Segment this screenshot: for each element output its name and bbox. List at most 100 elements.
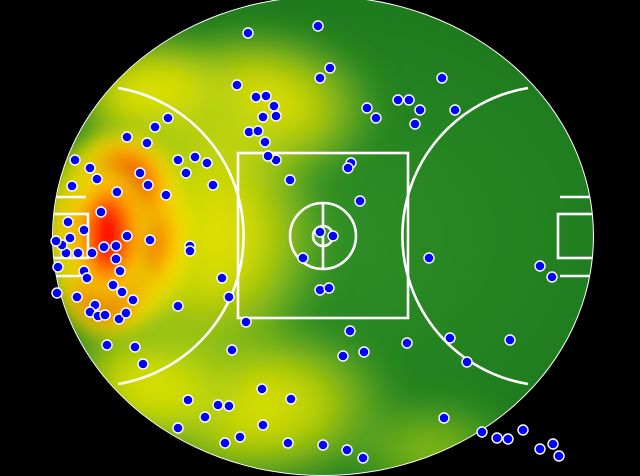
event-marker[interactable] bbox=[52, 261, 64, 273]
event-marker[interactable] bbox=[162, 112, 174, 124]
event-marker[interactable] bbox=[259, 136, 271, 148]
event-marker[interactable] bbox=[256, 383, 268, 395]
event-marker[interactable] bbox=[107, 279, 119, 291]
event-marker[interactable] bbox=[268, 100, 280, 112]
event-marker[interactable] bbox=[91, 173, 103, 185]
event-marker[interactable] bbox=[534, 260, 546, 272]
event-marker[interactable] bbox=[357, 452, 369, 464]
event-marker[interactable] bbox=[121, 230, 133, 242]
event-marker[interactable] bbox=[234, 431, 246, 443]
event-marker[interactable] bbox=[546, 271, 558, 283]
event-marker[interactable] bbox=[342, 162, 354, 174]
event-marker[interactable] bbox=[401, 337, 413, 349]
event-marker[interactable] bbox=[113, 313, 125, 325]
event-marker[interactable] bbox=[98, 241, 110, 253]
event-marker[interactable] bbox=[491, 432, 503, 444]
event-marker[interactable] bbox=[250, 91, 262, 103]
event-marker[interactable] bbox=[504, 334, 516, 346]
event-marker[interactable] bbox=[361, 102, 373, 114]
event-marker[interactable] bbox=[242, 27, 254, 39]
event-marker[interactable] bbox=[84, 162, 96, 174]
event-marker[interactable] bbox=[129, 341, 141, 353]
event-marker[interactable] bbox=[114, 265, 126, 277]
event-marker[interactable] bbox=[182, 394, 194, 406]
event-marker[interactable] bbox=[323, 282, 335, 294]
event-marker[interactable] bbox=[223, 291, 235, 303]
event-marker[interactable] bbox=[284, 174, 296, 186]
event-marker[interactable] bbox=[403, 94, 415, 106]
event-marker[interactable] bbox=[231, 79, 243, 91]
event-marker[interactable] bbox=[134, 167, 146, 179]
event-marker[interactable] bbox=[172, 154, 184, 166]
event-marker[interactable] bbox=[547, 438, 559, 450]
event-marker[interactable] bbox=[64, 232, 76, 244]
event-marker[interactable] bbox=[180, 167, 192, 179]
event-marker[interactable] bbox=[81, 272, 93, 284]
event-marker[interactable] bbox=[337, 350, 349, 362]
event-marker[interactable] bbox=[219, 437, 231, 449]
event-marker[interactable] bbox=[370, 112, 382, 124]
event-marker[interactable] bbox=[344, 325, 356, 337]
event-marker[interactable] bbox=[144, 234, 156, 246]
event-marker[interactable] bbox=[534, 443, 546, 455]
event-marker[interactable] bbox=[257, 111, 269, 123]
event-marker[interactable] bbox=[127, 294, 139, 306]
event-marker[interactable] bbox=[414, 104, 426, 116]
event-marker[interactable] bbox=[226, 344, 238, 356]
event-marker[interactable] bbox=[121, 131, 133, 143]
event-marker[interactable] bbox=[449, 104, 461, 116]
event-marker[interactable] bbox=[51, 287, 63, 299]
event-marker[interactable] bbox=[66, 180, 78, 192]
event-marker[interactable] bbox=[201, 157, 213, 169]
event-marker[interactable] bbox=[423, 252, 435, 264]
event-marker[interactable] bbox=[314, 72, 326, 84]
event-marker[interactable] bbox=[358, 346, 370, 358]
event-marker[interactable] bbox=[285, 393, 297, 405]
event-marker[interactable] bbox=[50, 235, 62, 247]
event-marker[interactable] bbox=[317, 439, 329, 451]
event-marker[interactable] bbox=[189, 151, 201, 163]
event-marker[interactable] bbox=[461, 356, 473, 368]
event-marker[interactable] bbox=[553, 450, 565, 462]
event-marker[interactable] bbox=[262, 150, 274, 162]
event-marker[interactable] bbox=[327, 230, 339, 242]
event-marker[interactable] bbox=[297, 252, 309, 264]
event-marker[interactable] bbox=[110, 253, 122, 265]
event-marker[interactable] bbox=[436, 72, 448, 84]
event-marker[interactable] bbox=[160, 189, 172, 201]
event-marker[interactable] bbox=[72, 247, 84, 259]
event-marker[interactable] bbox=[240, 316, 252, 328]
event-marker[interactable] bbox=[199, 411, 211, 423]
event-marker[interactable] bbox=[69, 154, 81, 166]
event-marker[interactable] bbox=[392, 94, 404, 106]
event-marker[interactable] bbox=[314, 284, 326, 296]
event-marker[interactable] bbox=[142, 179, 154, 191]
event-marker[interactable] bbox=[257, 419, 269, 431]
event-marker[interactable] bbox=[184, 245, 196, 257]
event-marker[interactable] bbox=[444, 332, 456, 344]
event-marker[interactable] bbox=[141, 137, 153, 149]
event-marker[interactable] bbox=[260, 90, 272, 102]
event-marker[interactable] bbox=[137, 358, 149, 370]
event-marker[interactable] bbox=[502, 433, 514, 445]
event-marker[interactable] bbox=[111, 186, 123, 198]
event-marker[interactable] bbox=[438, 412, 450, 424]
event-marker[interactable] bbox=[86, 247, 98, 259]
event-marker[interactable] bbox=[314, 226, 326, 238]
event-marker[interactable] bbox=[172, 300, 184, 312]
event-marker[interactable] bbox=[270, 110, 282, 122]
event-marker[interactable] bbox=[476, 426, 488, 438]
event-marker[interactable] bbox=[110, 240, 122, 252]
event-marker[interactable] bbox=[409, 118, 421, 130]
event-marker[interactable] bbox=[517, 424, 529, 436]
event-marker[interactable] bbox=[252, 125, 264, 137]
event-marker[interactable] bbox=[149, 121, 161, 133]
event-marker[interactable] bbox=[216, 272, 228, 284]
event-marker[interactable] bbox=[207, 179, 219, 191]
event-marker[interactable] bbox=[99, 309, 111, 321]
event-marker[interactable] bbox=[78, 224, 90, 236]
event-marker[interactable] bbox=[282, 437, 294, 449]
event-marker[interactable] bbox=[95, 206, 107, 218]
event-marker[interactable] bbox=[71, 291, 83, 303]
event-marker[interactable] bbox=[341, 444, 353, 456]
